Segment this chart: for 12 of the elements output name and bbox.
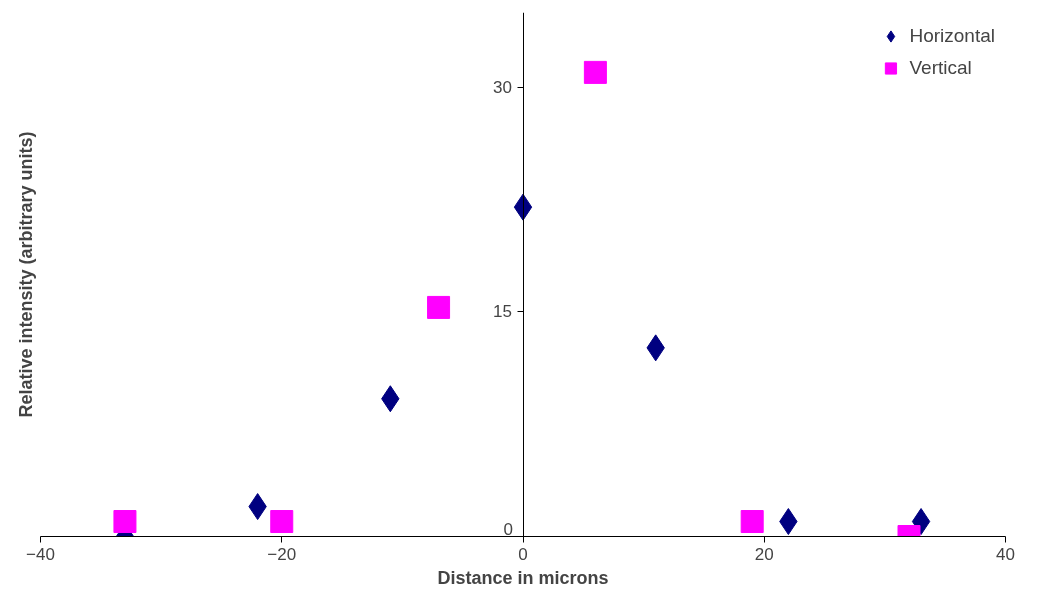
legend-label: Horizontal [909,25,995,47]
y-tick-label: 0 [503,519,514,539]
y-tick-label: 15 [493,302,513,322]
y-tick-label: 30 [493,77,513,97]
x-tick-label: 20 [754,544,774,564]
x-tick-label: −20 [267,544,297,564]
x-tick-label: 40 [996,544,1015,564]
x-axis-title: Distance in microns [437,567,609,588]
x-tick-label: 0 [518,544,528,564]
y-axis-title: Relative intensity (arbitrary units) [15,131,36,418]
x-tick-label: −40 [26,544,55,564]
legend-label: Vertical [909,57,972,79]
